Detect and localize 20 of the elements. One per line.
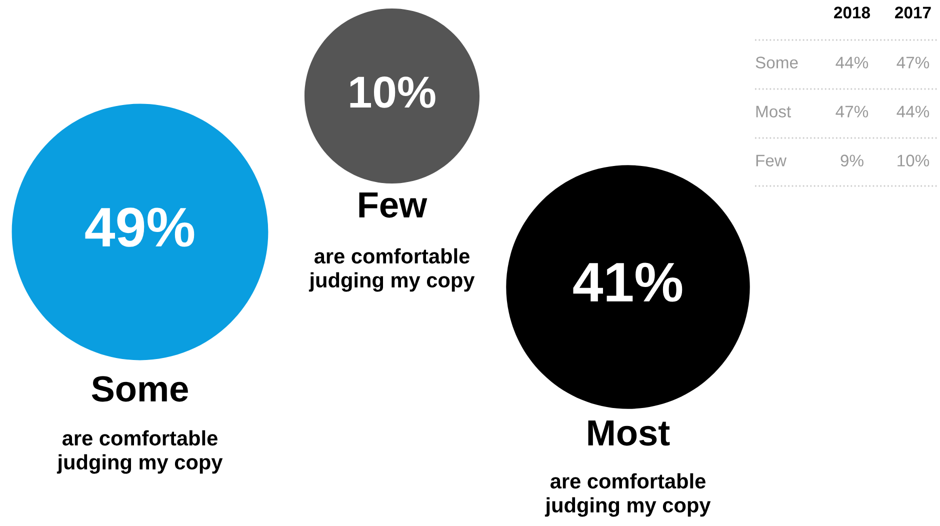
data-label: 10% <box>350 76 436 108</box>
data-label: 47% <box>896 56 930 68</box>
data-label: 49% <box>85 208 194 247</box>
text: are comfortable judging my copy <box>544 473 711 517</box>
data-label: 44% <box>836 56 868 68</box>
text: are comfortable judging my copy <box>308 248 475 292</box>
category-label: Some <box>756 56 798 68</box>
text: 2018 <box>834 6 870 18</box>
data-label: 44% <box>896 106 930 118</box>
category-label: Few <box>359 192 428 218</box>
data-label: 9% <box>840 154 864 166</box>
data-label: 47% <box>836 106 868 118</box>
text: are comfortable judging my copy <box>56 430 223 474</box>
category-label: Most <box>588 420 670 446</box>
category-label: Few <box>756 154 787 166</box>
data-label: 10% <box>898 154 930 166</box>
category-label: Most <box>756 106 791 118</box>
data-label: 41% <box>573 262 682 302</box>
text: 2017 <box>895 6 931 18</box>
category-label: Some <box>92 376 188 402</box>
